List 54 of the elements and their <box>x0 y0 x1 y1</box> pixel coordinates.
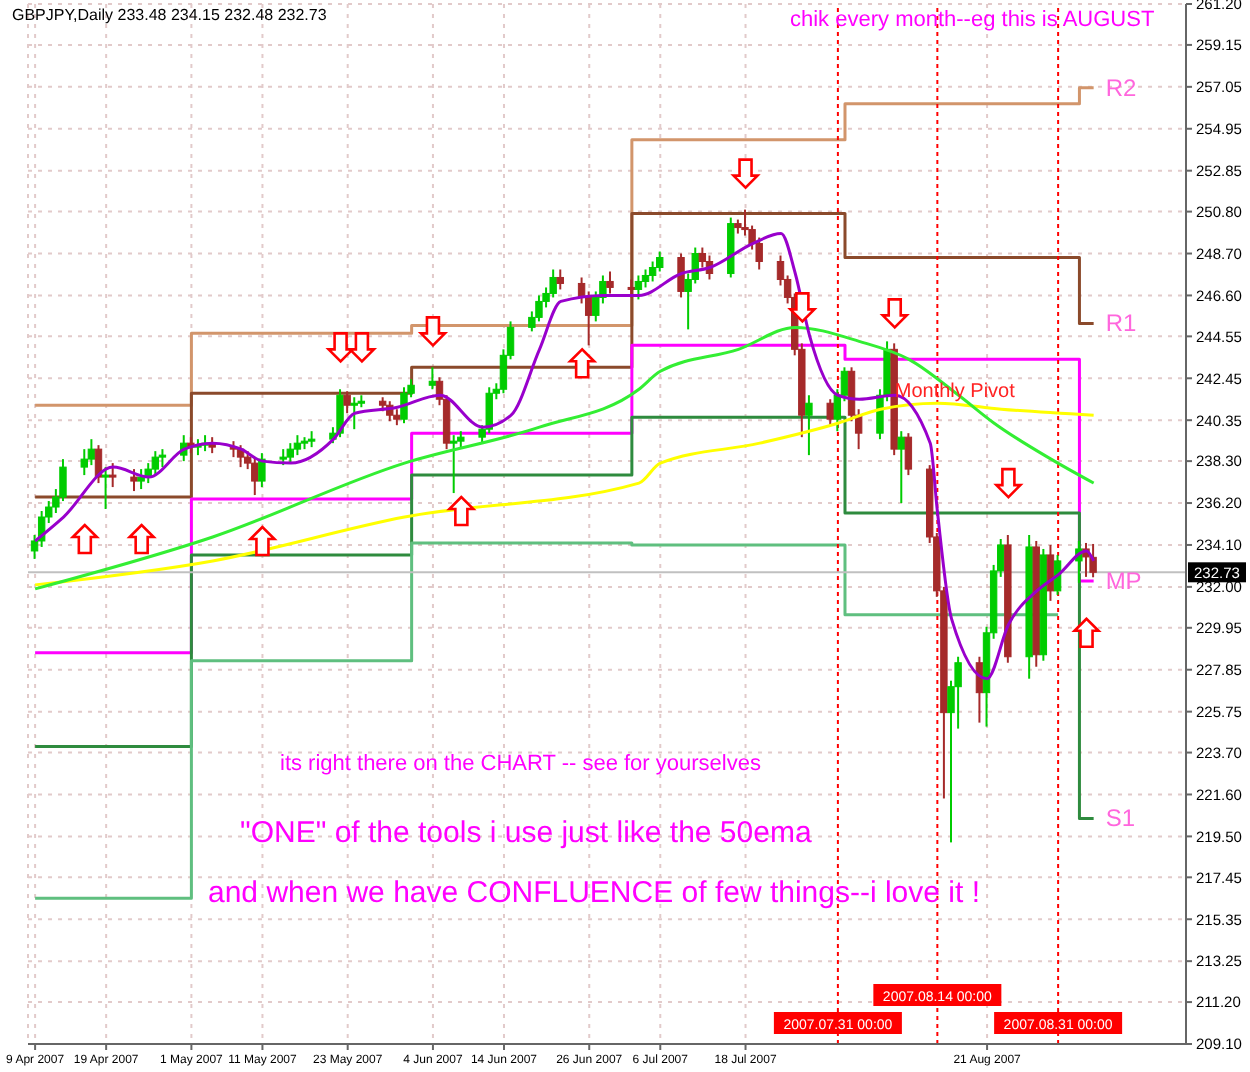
point <box>71 523 99 555</box>
candlestick <box>904 432 913 477</box>
candlestick <box>535 294 543 323</box>
point <box>249 525 276 557</box>
candlestick <box>137 468 145 491</box>
point <box>789 292 816 323</box>
candlestick <box>258 452 266 489</box>
candlestick <box>293 434 302 457</box>
candlestick <box>350 396 358 431</box>
candlestick <box>286 442 295 465</box>
point <box>732 158 759 189</box>
series-label: R1 <box>1105 309 1137 338</box>
candlestick <box>549 268 557 299</box>
candlestick <box>130 468 138 493</box>
point <box>881 298 909 329</box>
line-series <box>33 232 1096 681</box>
point <box>348 332 376 363</box>
point <box>128 523 155 555</box>
point <box>995 467 1022 499</box>
annotation: "ONE" of the tools i use just like the 50ema <box>240 816 812 850</box>
point <box>568 348 596 379</box>
candlestick <box>343 390 351 415</box>
candlestick <box>1089 542 1097 579</box>
candlestick <box>151 450 160 477</box>
annotation: its right there on the CHART -- see for yourselves <box>280 752 761 776</box>
series-label: R2 <box>1105 73 1137 102</box>
candlestick <box>428 366 437 391</box>
line-series <box>33 325 1096 591</box>
annotation: and when we have CONFLUENCE of few things--i love it ! <box>208 876 980 910</box>
candlestick <box>805 394 813 457</box>
candlestick <box>251 456 259 497</box>
point <box>327 332 354 363</box>
candlestick <box>87 438 96 467</box>
candlestick <box>648 260 657 283</box>
series-label: S1 <box>1105 804 1136 833</box>
candlestick <box>826 398 834 427</box>
candlestick <box>101 466 110 511</box>
candlestick <box>485 386 493 435</box>
candlestick <box>634 274 643 301</box>
annotation: chik every month--eg this is AUGUST <box>790 8 1155 32</box>
candlestick <box>109 462 117 489</box>
series-label: MP <box>1105 566 1142 595</box>
candlestick <box>400 386 408 425</box>
candlestick <box>336 388 344 439</box>
candlestick <box>656 250 664 273</box>
candlestick <box>606 270 614 295</box>
chart-title: GBPJPY,Daily 233.48 234.15 232.48 232.73 <box>12 6 327 24</box>
candlestick <box>556 268 564 291</box>
candlestick <box>450 434 458 495</box>
candlestick <box>897 430 905 505</box>
point <box>1073 617 1100 649</box>
candlestick <box>677 252 685 299</box>
point <box>448 495 475 527</box>
point <box>419 316 447 347</box>
